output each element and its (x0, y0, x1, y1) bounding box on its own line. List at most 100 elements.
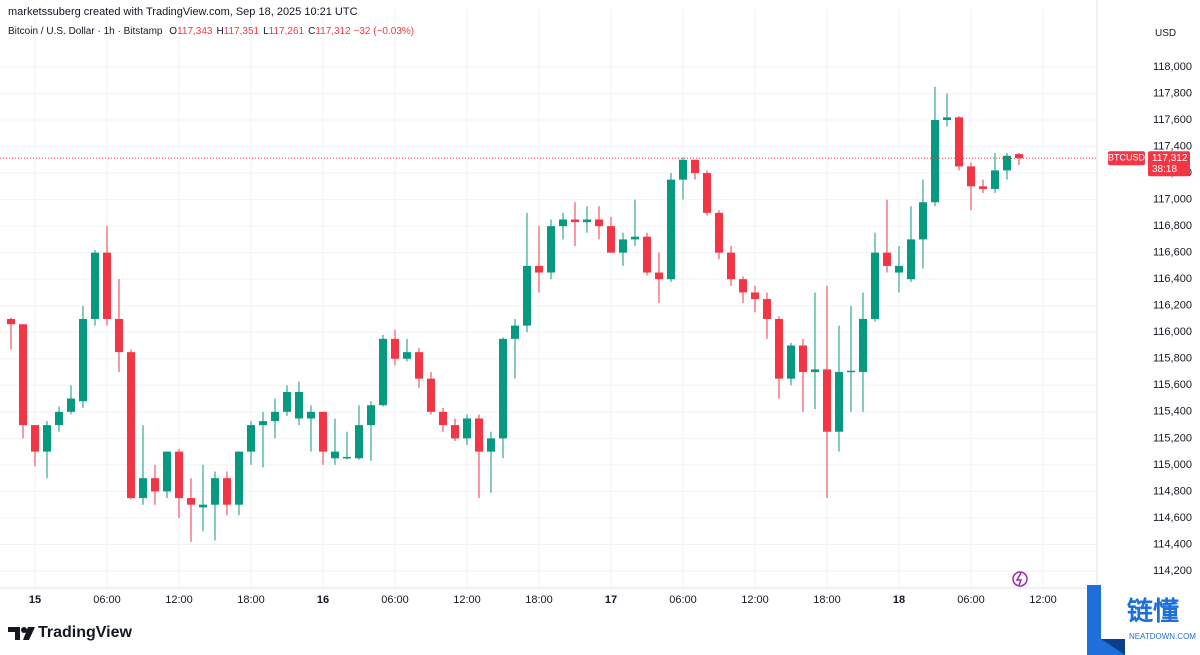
y-tick-label: 116,400 (1153, 273, 1192, 285)
candle-body (799, 345, 807, 373)
candle-body (439, 411, 447, 426)
candle-body (7, 318, 15, 325)
watermark: 链懂 NEATDOWN.COM (1085, 585, 1200, 655)
candle-body (847, 370, 855, 373)
candle-body (643, 236, 651, 273)
ohlc-values: O117,343 H117,351 L117,261 C117,312 (165, 26, 350, 37)
candle-body (211, 478, 219, 505)
candle-body (487, 438, 495, 452)
ohlc-value: 117,312 (315, 26, 351, 37)
candle-body (679, 159, 687, 180)
candle-body (163, 451, 171, 492)
y-tick-label: 117,400 (1153, 140, 1192, 152)
logo-text: TradingView (38, 624, 132, 641)
ohlc-value: 117,343 (177, 26, 213, 37)
x-tick-label: 16 (317, 594, 329, 606)
ohlc-key: L (263, 26, 269, 37)
y-tick-label: 115,600 (1153, 379, 1192, 391)
candle-body (499, 338, 507, 439)
y-tick-label: 115,200 (1153, 432, 1192, 444)
candle-body (403, 352, 411, 359)
price-value-tag (1148, 151, 1190, 177)
candle-body (955, 117, 963, 167)
y-tick-label: 116,600 (1153, 247, 1192, 259)
candle-body (115, 318, 123, 353)
y-tick-label: 117,000 (1153, 193, 1192, 205)
candle-body (979, 186, 987, 189)
y-tick-label: 117,800 (1153, 87, 1192, 99)
candle-body (475, 418, 483, 452)
candle-body (943, 117, 951, 120)
candle-body (763, 299, 771, 319)
candle-body (307, 411, 315, 419)
candle-body (907, 239, 915, 280)
candle-body (727, 252, 735, 280)
candle-body (511, 325, 519, 339)
x-tick-label: 18:00 (813, 594, 841, 606)
candle-body (151, 478, 159, 492)
candle-body (715, 212, 723, 253)
candle-body (103, 252, 111, 319)
watermark-icon: 链懂 NEATDOWN.COM (1087, 585, 1196, 655)
candle-body (283, 391, 291, 412)
logo-icon (8, 627, 35, 640)
candle-body (583, 219, 591, 223)
y-tick-label: 116,000 (1153, 326, 1192, 338)
candle-body (19, 324, 27, 426)
candle-body (871, 252, 879, 319)
price-value: 117,312 (1152, 153, 1188, 164)
candle-body (667, 179, 675, 280)
symbol: Bitcoin / U.S. Dollar · 1h · Bitstamp (8, 26, 163, 37)
y-tick-label: 114,400 (1153, 538, 1192, 550)
candle-body (55, 411, 63, 426)
candle-body (607, 226, 615, 253)
candle-body (1003, 155, 1011, 171)
ohlc-key: H (216, 26, 224, 37)
candle-body (319, 411, 327, 452)
y-tick-label: 115,400 (1153, 406, 1192, 418)
x-tick-label: 06:00 (669, 594, 697, 606)
candle-body (79, 318, 87, 402)
x-tick-label: 06:00 (381, 594, 409, 606)
candle-body (823, 369, 831, 432)
candle-body (1015, 154, 1023, 159)
ohlc-key: C (308, 26, 316, 37)
candle-body (559, 219, 567, 227)
candle-body (271, 411, 279, 422)
candle-body (451, 425, 459, 439)
watermark-site: NEATDOWN.COM (1129, 632, 1196, 641)
candle-body (427, 378, 435, 412)
candle-body (415, 352, 423, 379)
ohlc-key: O (169, 26, 178, 37)
candle-body (91, 252, 99, 319)
x-tick-label: 12:00 (165, 594, 193, 606)
candle-body (991, 170, 999, 189)
price-countdown: 38:18 (1152, 164, 1177, 175)
candle-body (343, 456, 351, 459)
candle-body (595, 219, 603, 227)
change: −32 (−0.03%) (353, 26, 415, 37)
logo[interactable]: TradingView (8, 624, 132, 642)
candle-body (631, 236, 639, 240)
candle-body (235, 451, 243, 505)
y-tick-label: 118,000 (1153, 61, 1192, 73)
currency: USD (1155, 28, 1177, 39)
candle-body (571, 219, 579, 223)
y-tick-label: 116,200 (1153, 300, 1192, 312)
attribution: marketssuberg created with TradingView.c… (8, 6, 358, 18)
candle-body (775, 318, 783, 379)
candle-body (523, 265, 531, 326)
y-tick-label: 114,600 (1153, 512, 1192, 524)
x-tick-label: 15 (29, 594, 41, 606)
candle-body (223, 478, 231, 505)
candle-body (379, 338, 387, 406)
candle-body (655, 272, 663, 280)
candle-body (931, 119, 939, 203)
candle-body (859, 318, 867, 373)
candle-body (259, 421, 267, 426)
candle-body (247, 425, 255, 452)
x-tick-label: 17 (605, 594, 617, 606)
candle-body (535, 265, 543, 273)
